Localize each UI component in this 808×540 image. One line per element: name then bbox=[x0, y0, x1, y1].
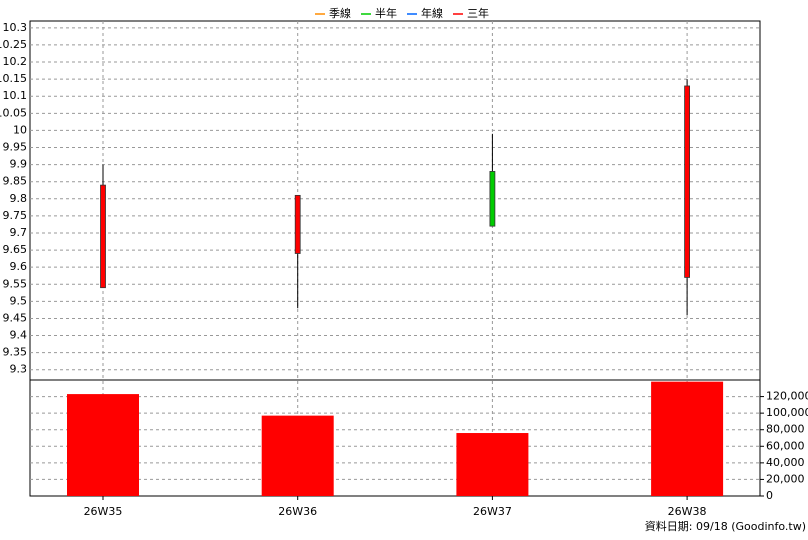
y-tick-label: 9.7 bbox=[10, 226, 28, 239]
legend-label: 季線 bbox=[329, 6, 351, 20]
y2-tick-label: 60,000 bbox=[766, 439, 805, 452]
volume-bar bbox=[651, 381, 724, 496]
candle-body bbox=[684, 85, 690, 278]
y-tick-label: 9.65 bbox=[3, 243, 28, 256]
y-tick-label: 10.15 bbox=[0, 72, 27, 85]
y-tick-label: 9.45 bbox=[3, 311, 28, 324]
volume-bar bbox=[261, 415, 334, 496]
footer: 資料日期: 09/18 (Goodinfo.tw) bbox=[645, 519, 806, 533]
x-tick-label: 26W38 bbox=[668, 505, 707, 518]
y2-tick-label: 100,000 bbox=[766, 406, 808, 419]
y-tick-label: 9.75 bbox=[3, 209, 28, 222]
y-tick-label: 9.35 bbox=[3, 346, 28, 359]
x-tick-label: 26W36 bbox=[278, 505, 317, 518]
y-tick-label: 10.05 bbox=[0, 106, 27, 119]
y-tick-label: 9.85 bbox=[3, 175, 28, 188]
x-tick-label: 26W35 bbox=[84, 505, 123, 518]
y-tick-label: 9.9 bbox=[10, 158, 28, 171]
candle-body bbox=[294, 194, 301, 254]
y-tick-label: 9.4 bbox=[10, 329, 28, 342]
y-tick-label: 9.95 bbox=[3, 141, 28, 154]
y2-tick-label: 40,000 bbox=[766, 456, 805, 469]
y2-tick-label: 20,000 bbox=[766, 472, 805, 485]
candle-body bbox=[489, 171, 496, 227]
y2-tick-label: 120,000 bbox=[766, 390, 808, 403]
volume-bar bbox=[456, 433, 529, 496]
y-tick-label: 10.2 bbox=[3, 55, 28, 68]
x-tick-label: 26W37 bbox=[473, 505, 512, 518]
legend-label: 年線 bbox=[421, 6, 443, 20]
legend-label: 三年 bbox=[467, 6, 489, 20]
y-tick-label: 10.25 bbox=[0, 38, 27, 51]
y-tick-label: 10.3 bbox=[3, 21, 28, 34]
candle-body bbox=[100, 184, 106, 289]
y2-tick-label: 80,000 bbox=[766, 423, 805, 436]
y2-tick-label: 0 bbox=[766, 489, 773, 502]
y-tick-label: 9.5 bbox=[10, 294, 28, 307]
y-tick-label: 9.6 bbox=[10, 260, 28, 273]
volume-bar bbox=[67, 394, 139, 496]
y-tick-label: 9.8 bbox=[10, 192, 28, 205]
y-tick-label: 10.1 bbox=[3, 89, 28, 102]
y-tick-label: 9.55 bbox=[3, 277, 28, 290]
y-tick-label: 10 bbox=[13, 123, 27, 136]
y-tick-label: 9.3 bbox=[10, 363, 28, 376]
legend-label: 半年 bbox=[375, 6, 397, 20]
plot-frame bbox=[29, 20, 761, 497]
